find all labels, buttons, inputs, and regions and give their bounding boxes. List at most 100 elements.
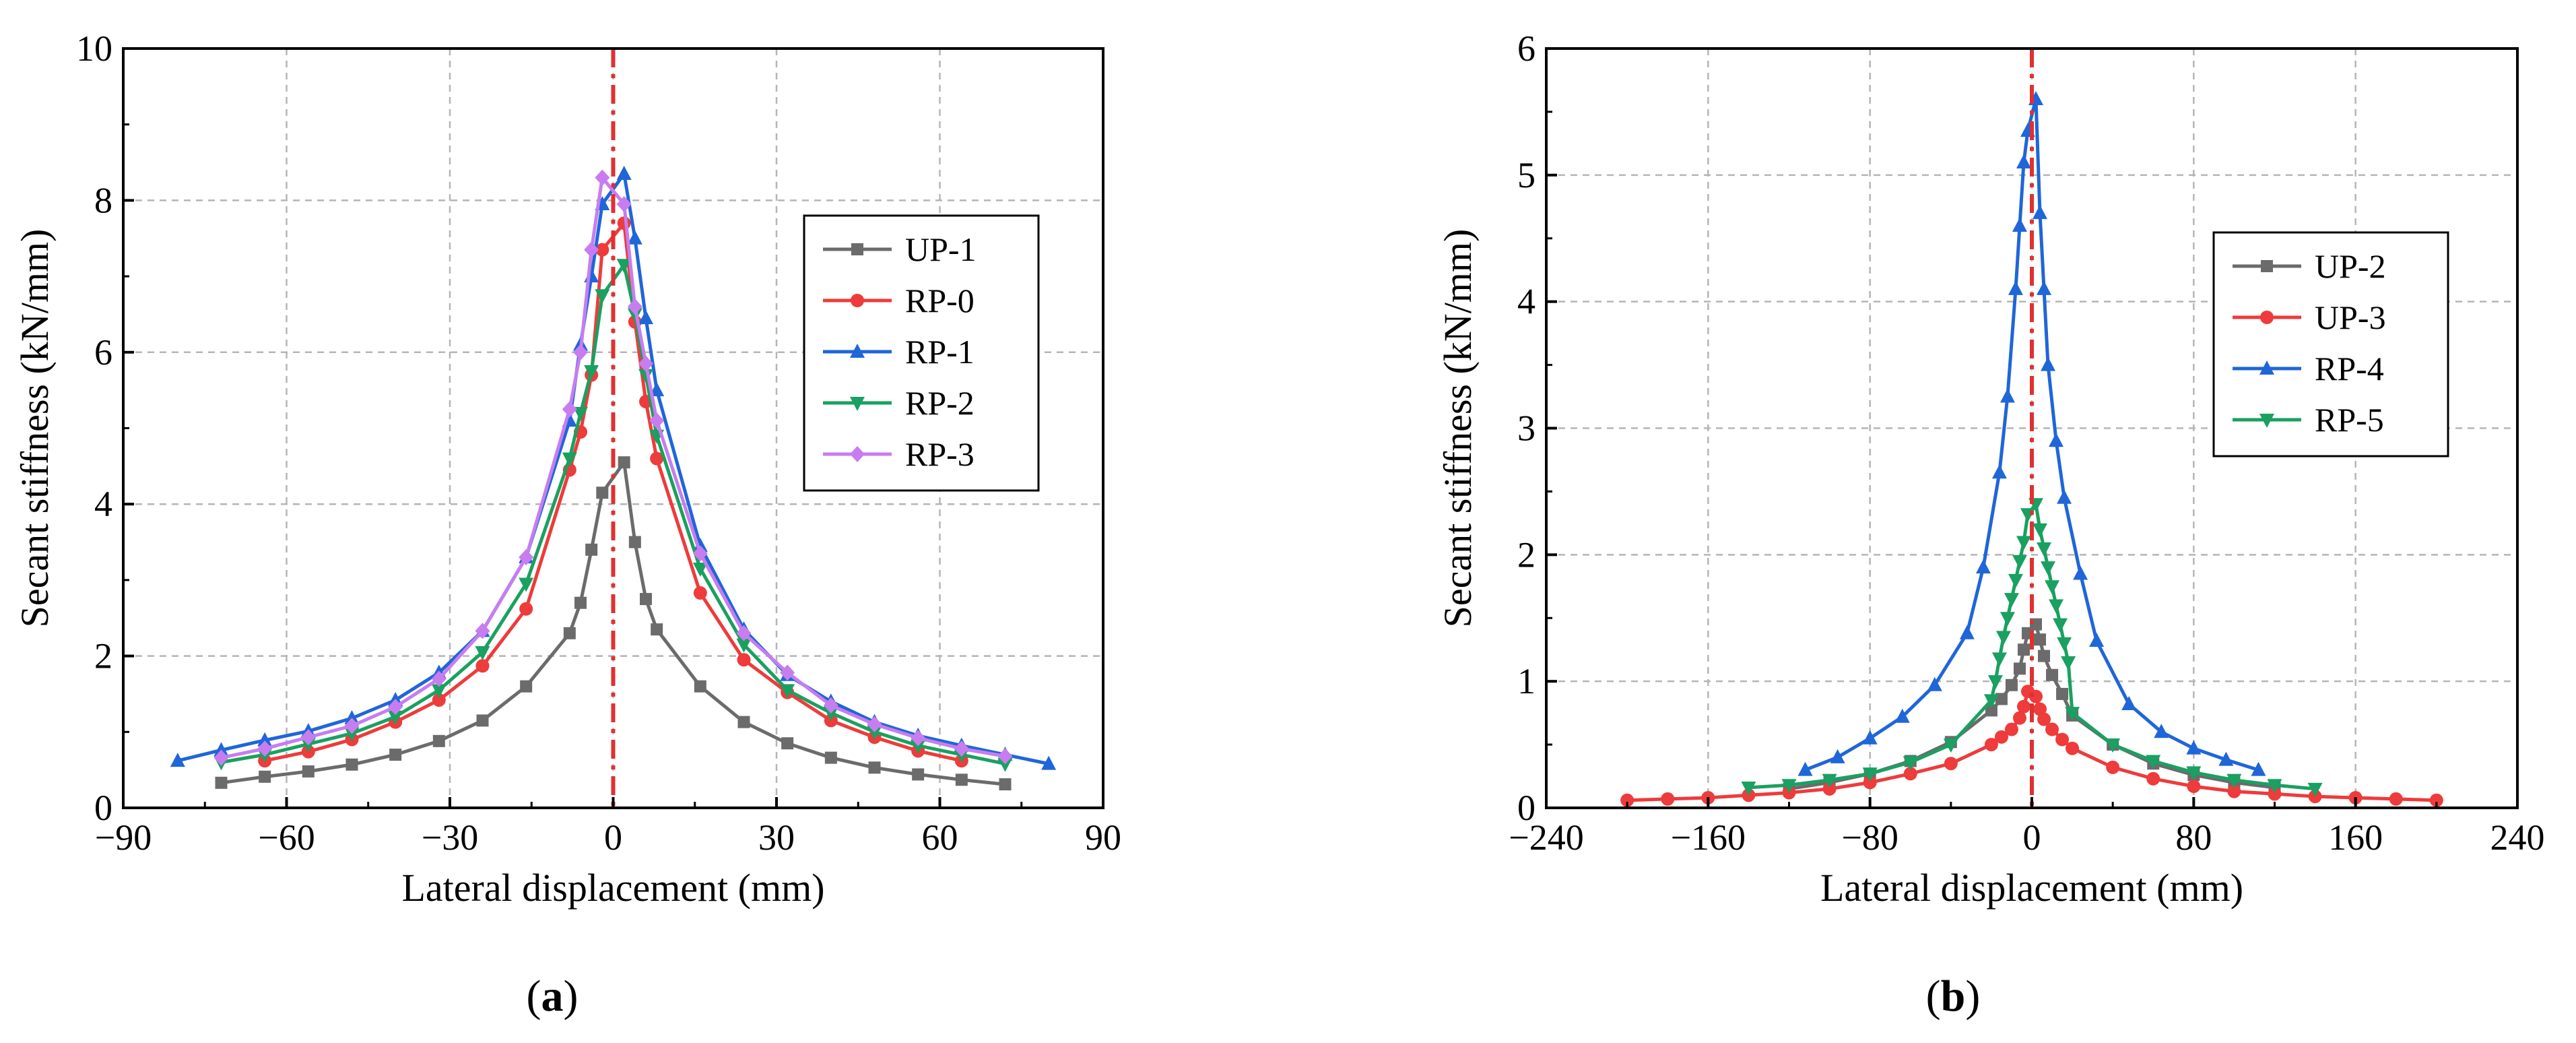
data-point-rp-4 — [2073, 565, 2088, 580]
legend-label-rp-5: RP-5 — [2315, 401, 2384, 439]
data-point-rp-4 — [2041, 356, 2056, 371]
data-point-rp-5 — [2041, 561, 2056, 576]
legend: UP-2 UP-3 RP-4 RP-5 — [2212, 231, 2449, 457]
data-point-up-3 — [2146, 771, 2160, 786]
data-point-rp-3 — [692, 545, 708, 562]
legend-label-rp-3: RP-3 — [905, 435, 975, 473]
data-point-rp-4 — [2012, 217, 2027, 232]
y-tick-label: 0 — [1517, 788, 1535, 828]
y-tick-label: 4 — [94, 484, 112, 524]
caption-a: (a) — [527, 972, 579, 1021]
data-point-rp-2 — [616, 259, 632, 274]
data-point-up-1 — [737, 716, 750, 728]
data-point-rp-5 — [2186, 766, 2202, 781]
data-point-rp-0 — [519, 602, 533, 616]
y-axis-label: Secant stiffness (kN/mm) — [13, 229, 57, 628]
data-point-up-1 — [596, 486, 609, 499]
data-point-rp-5 — [2000, 612, 2015, 627]
data-point-rp-5 — [2049, 599, 2064, 614]
data-point-up-3 — [1903, 767, 1917, 781]
data-point-rp-5 — [1862, 767, 1878, 782]
data-point-up-3 — [2106, 760, 2120, 774]
data-point-up-1 — [868, 761, 881, 774]
data-point-rp-3 — [388, 699, 403, 716]
data-point-up-2 — [2056, 687, 2069, 700]
data-point-rp-3 — [638, 355, 653, 372]
data-point-rp-5 — [1983, 694, 1999, 709]
data-point-rp-2 — [692, 562, 708, 577]
data-point-rp-4 — [1830, 749, 1845, 763]
data-point-rp-2 — [867, 726, 882, 740]
data-point-rp-5 — [2020, 508, 2035, 523]
data-point-rp-2 — [823, 707, 838, 722]
data-point-rp-4 — [2218, 751, 2234, 766]
data-point-rp-5 — [1991, 652, 2007, 667]
data-point-rp-4 — [1927, 676, 1942, 691]
data-point-rp-4 — [2008, 280, 2023, 295]
data-point-rp-2 — [997, 757, 1013, 772]
series-group — [1620, 91, 2443, 807]
data-point-rp-5 — [2065, 707, 2080, 722]
data-point-up-3 — [1944, 757, 1958, 771]
legend-swatch-marker — [2261, 260, 2273, 272]
legend-swatch-marker — [2259, 414, 2274, 428]
data-point-up-1 — [651, 623, 663, 636]
data-point-rp-3 — [911, 730, 926, 747]
x-tick-label: 80 — [2175, 817, 2212, 858]
data-point-up-1 — [345, 758, 358, 771]
data-point-rp-3 — [823, 697, 838, 714]
data-point-rp-4 — [2121, 695, 2137, 710]
x-tick-label: 160 — [2328, 817, 2383, 858]
data-point-rp-4 — [1894, 708, 1910, 723]
y-tick-label: 2 — [94, 636, 112, 676]
x-tick-label: −160 — [1671, 817, 1746, 858]
data-point-rp-3 — [780, 664, 795, 681]
y-axis-label: Secant stiffness (kN/mm) — [1436, 229, 1480, 628]
data-point-rp-5 — [2037, 542, 2052, 557]
y-tick-label: 4 — [1517, 282, 1535, 322]
legend-label-up-2: UP-2 — [2315, 247, 2386, 285]
data-point-rp-4 — [1797, 761, 1813, 776]
data-point-up-1 — [694, 680, 706, 693]
data-point-rp-4 — [2049, 433, 2064, 447]
data-point-rp-3 — [573, 344, 588, 360]
data-point-rp-3 — [649, 412, 665, 429]
data-point-rp-1 — [616, 165, 632, 180]
data-point-rp-3 — [300, 729, 316, 746]
data-point-up-1 — [520, 680, 533, 693]
data-point-rp-3 — [736, 625, 752, 641]
data-point-up-1 — [302, 765, 315, 778]
data-point-rp-2 — [562, 452, 577, 467]
data-point-rp-4 — [2037, 280, 2052, 295]
legend-swatch-marker — [851, 294, 864, 307]
data-point-rp-5 — [1822, 773, 1837, 788]
y-tick-label: 8 — [94, 180, 112, 220]
data-point-rp-2 — [573, 406, 588, 421]
data-point-rp-1 — [692, 538, 708, 552]
data-point-rp-4 — [1959, 625, 1975, 639]
data-point-up-1 — [574, 596, 587, 609]
data-point-up-1 — [259, 770, 271, 783]
data-point-rp-4 — [1975, 559, 1991, 574]
data-point-rp-1 — [257, 732, 273, 747]
y-tick-label: 10 — [76, 28, 112, 69]
data-point-rp-5 — [2012, 555, 2027, 569]
data-point-rp-2 — [344, 727, 360, 742]
data-point-rp-1 — [344, 710, 360, 725]
data-point-up-3 — [2033, 702, 2047, 716]
data-point-up-3 — [1620, 793, 1634, 807]
caption-b: (b) — [1926, 972, 1981, 1021]
y-tick-label: 6 — [1517, 28, 1535, 69]
data-point-rp-4 — [1991, 464, 2007, 479]
data-point-rp-5 — [2146, 755, 2161, 769]
data-point-rp-2 — [519, 577, 534, 592]
data-point-rp-3 — [616, 196, 632, 213]
data-point-up-2 — [1985, 704, 1997, 717]
data-point-rp-3 — [595, 169, 610, 186]
data-point-rp-2 — [431, 684, 447, 699]
legend-swatch-marker — [850, 344, 865, 358]
data-point-rp-4 — [2186, 740, 2202, 755]
data-point-rp-3 — [584, 241, 599, 258]
series-line-rp-4 — [1804, 97, 2259, 772]
